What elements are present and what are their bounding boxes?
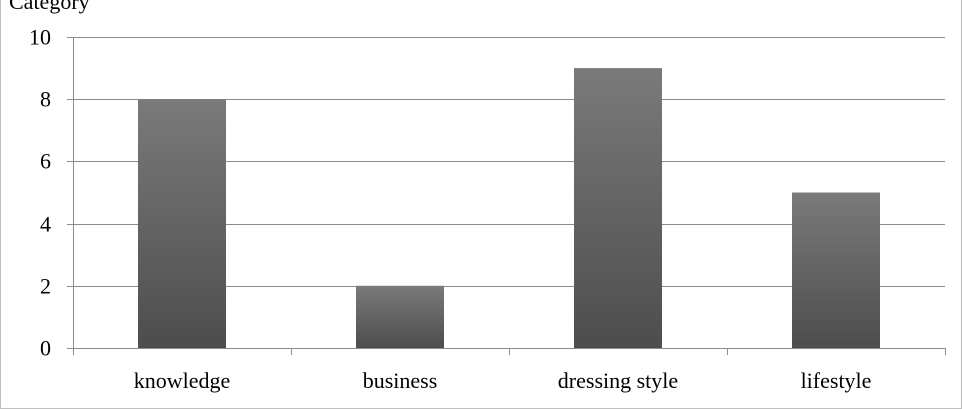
x-tick-label: lifestyle [801, 368, 872, 393]
x-tick-label: business [363, 368, 438, 393]
y-tick-label: 10 [29, 25, 51, 50]
axes [67, 37, 946, 355]
bar-business [356, 285, 444, 348]
y-tick-label: 2 [40, 274, 51, 299]
y-tick-label: 8 [40, 87, 51, 112]
y-tick-label: 4 [40, 212, 51, 237]
x-tick-label: dressing style [558, 368, 678, 393]
bar-dressing-style [574, 68, 662, 348]
y-tick-label: 6 [40, 149, 51, 174]
chart-title: Category [9, 0, 90, 14]
y-tick-label: 0 [40, 336, 51, 361]
bar-knowledge [138, 99, 226, 348]
bars [138, 68, 880, 348]
bar-lifestyle [792, 192, 880, 348]
tick-labels: 0 2 4 6 8 10 knowledge business dressing style li… [29, 25, 871, 394]
x-tick-label: knowledge [134, 368, 231, 393]
